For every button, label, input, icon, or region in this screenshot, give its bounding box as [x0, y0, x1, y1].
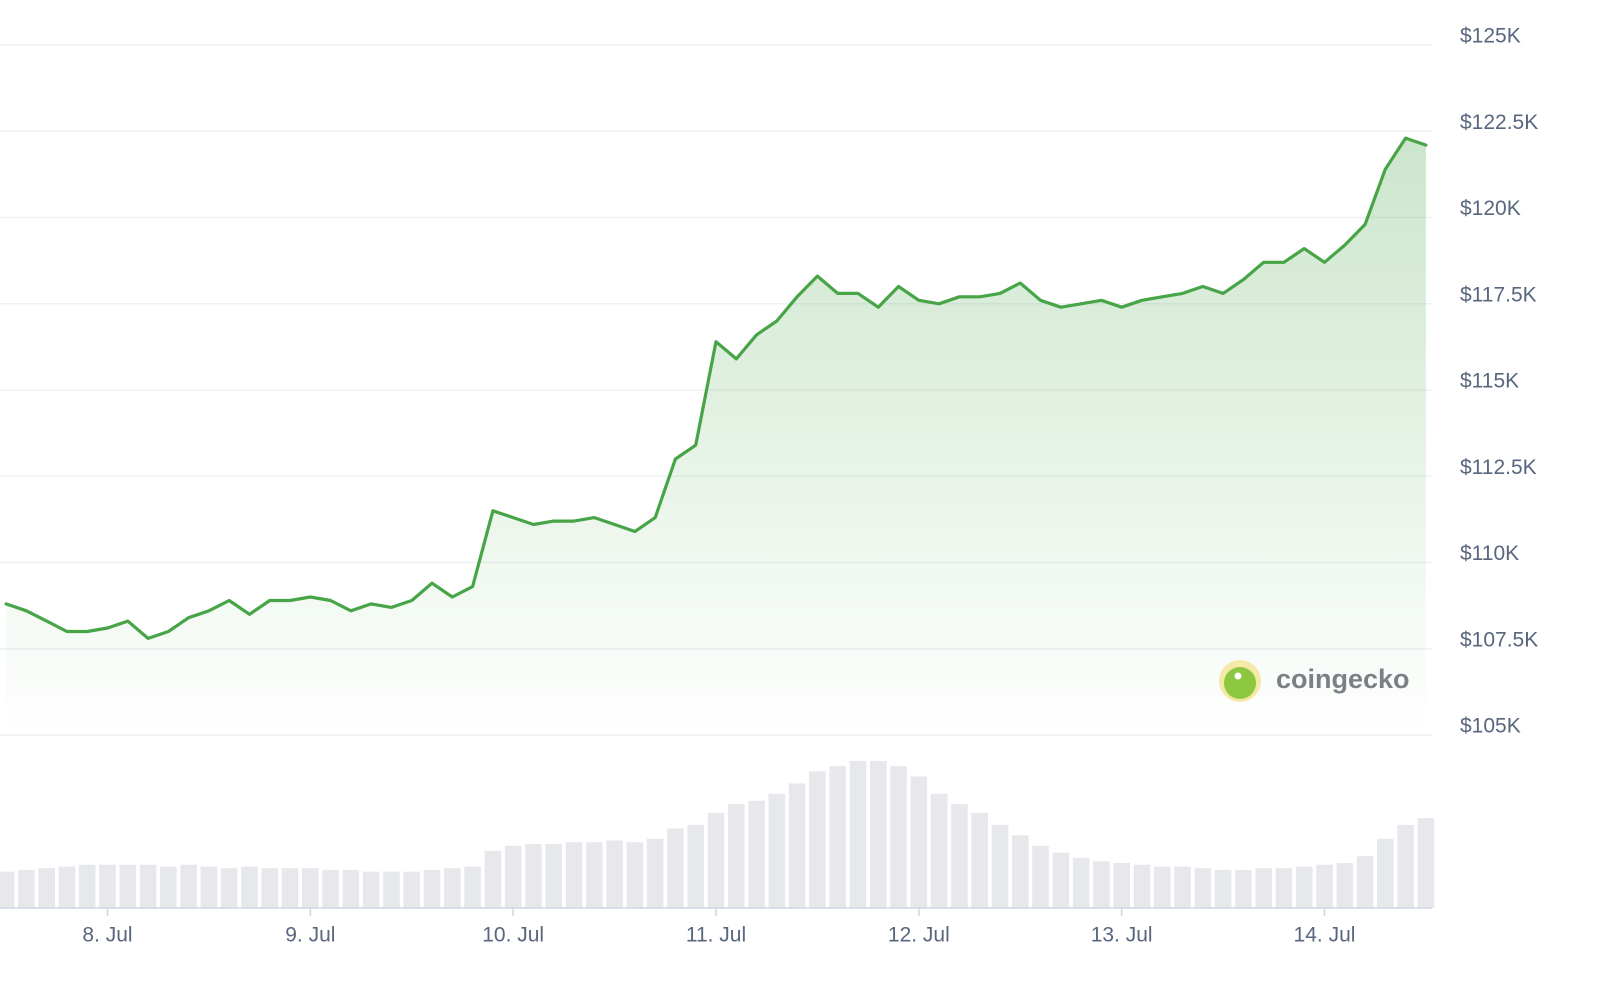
- volume-bar: [1336, 863, 1354, 908]
- volume-bar: [281, 868, 299, 908]
- price-area: [6, 138, 1426, 736]
- volume-bar: [403, 871, 421, 908]
- volume-bar: [1417, 818, 1435, 908]
- volume-bar: [119, 864, 137, 908]
- volume-bar: [809, 771, 826, 908]
- volume-bar: [646, 838, 664, 908]
- y-tick-label: $107.5K: [1460, 628, 1538, 651]
- volume-bar: [160, 866, 177, 908]
- y-tick-label: $122.5K: [1460, 111, 1538, 134]
- volume-bar: [1011, 835, 1029, 908]
- volume-bar: [1032, 845, 1049, 908]
- volume-bar: [504, 845, 522, 908]
- volume-bar: [1052, 852, 1070, 908]
- volume-bar: [1255, 868, 1272, 908]
- volume-bar: [687, 824, 705, 908]
- volume-bars: [0, 760, 1435, 908]
- y-tick-label: $110K: [1460, 542, 1519, 565]
- volume-bar: [768, 793, 786, 908]
- y-tick-label: $125K: [1460, 25, 1521, 48]
- logo-face: [1224, 667, 1256, 699]
- volume-bar: [585, 842, 603, 908]
- x-tick-label: 11. Jul: [686, 924, 746, 947]
- volume-bar: [180, 864, 197, 908]
- volume-bar: [707, 812, 725, 908]
- volume-bar: [1214, 869, 1232, 908]
- volume-bar: [1113, 863, 1130, 908]
- volume-bar: [241, 866, 258, 908]
- volume-bar: [139, 864, 157, 908]
- volume-bar: [464, 866, 481, 908]
- volume-bar: [545, 843, 563, 908]
- volume-bar: [58, 866, 76, 908]
- volume-bar: [1235, 869, 1252, 908]
- volume-bar: [525, 843, 542, 908]
- x-tick-label: 9. Jul: [285, 924, 335, 947]
- axes: $105K $107.5K $110K $112.5K $115K $117.5K $120…: [0, 25, 1538, 947]
- logo-eye: [1234, 672, 1242, 680]
- volume-bar: [484, 850, 502, 908]
- watermark-logo: coingecko: [1219, 660, 1410, 702]
- volume-bar: [1397, 824, 1414, 908]
- volume-bar: [890, 766, 907, 908]
- y-tick-label: $105K: [1460, 715, 1521, 738]
- y-tick-label: $115K: [1460, 370, 1519, 393]
- volume-bar: [200, 866, 218, 908]
- volume-bar: [342, 869, 360, 908]
- volume-bar: [869, 760, 887, 908]
- x-tick-label: 14. Jul: [1294, 924, 1356, 947]
- volume-bar: [849, 760, 867, 908]
- volume-bar: [1133, 864, 1151, 908]
- volume-bar: [667, 828, 684, 908]
- volume-bar: [1174, 866, 1191, 908]
- y-tick-label: $112.5K: [1460, 456, 1537, 479]
- area-layer: [6, 138, 1426, 736]
- volume-bar: [1093, 861, 1110, 908]
- volume-bar: [1356, 856, 1374, 908]
- volume-bar: [261, 868, 279, 908]
- volume-bar: [829, 766, 847, 908]
- volume-bar: [971, 812, 988, 908]
- volume-bar: [1377, 838, 1394, 908]
- volume-bar: [788, 783, 806, 908]
- volume-bar: [1072, 857, 1090, 908]
- volume-bar: [38, 868, 55, 908]
- volume-bar: [444, 868, 461, 908]
- volume-bar: [78, 864, 96, 908]
- volume-bar: [302, 868, 319, 908]
- volume-bar: [99, 864, 116, 908]
- volume-bar: [1295, 866, 1313, 908]
- volume-bar: [930, 793, 948, 908]
- volume-bar: [727, 804, 745, 908]
- volume-bar: [565, 842, 583, 908]
- x-tick-label: 8. Jul: [82, 924, 132, 947]
- volume-bar: [1194, 868, 1212, 908]
- volume-bar: [748, 800, 765, 908]
- volume-bar: [1153, 866, 1171, 908]
- y-tick-label: $117.5K: [1460, 283, 1537, 306]
- watermark-text: coingecko: [1276, 664, 1410, 694]
- volume-bar: [991, 824, 1009, 908]
- volume-bar: [0, 871, 15, 908]
- volume-bar: [626, 842, 644, 908]
- volume-bar: [606, 840, 623, 908]
- x-tick-label: 10. Jul: [482, 924, 544, 947]
- y-tick-label: $120K: [1460, 197, 1521, 220]
- x-tick-label: 13. Jul: [1091, 924, 1153, 947]
- volume-bar: [18, 869, 35, 908]
- price-line: [4, 136, 1428, 640]
- volume-bar: [910, 776, 928, 908]
- volume-bar: [1275, 868, 1293, 908]
- x-tick-label: 12. Jul: [888, 924, 950, 947]
- volume-bar: [322, 869, 339, 908]
- volume-bar: [423, 869, 441, 908]
- volume-bar: [951, 804, 968, 908]
- volume-bar: [220, 868, 238, 908]
- volume-bar: [362, 871, 380, 908]
- line-layer: [4, 136, 1428, 640]
- volume-bar: [1316, 864, 1333, 908]
- volume-bar: [383, 871, 400, 908]
